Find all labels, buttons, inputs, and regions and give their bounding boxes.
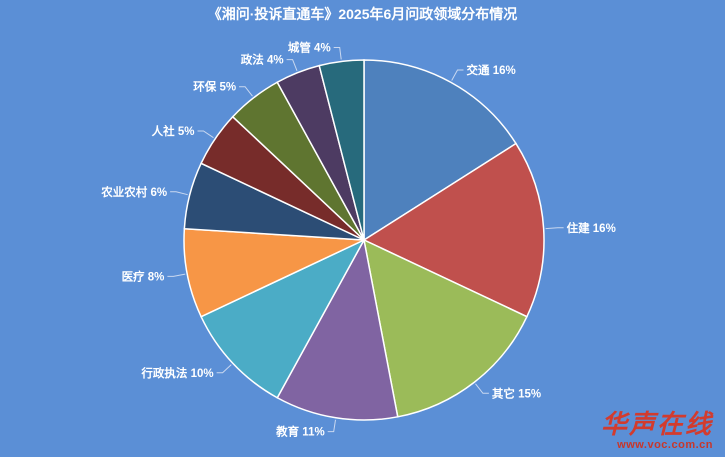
pie-slice-3 — [276, 237, 399, 421]
leader-line-3 — [327, 419, 336, 433]
leader-line-7 — [197, 130, 214, 139]
slice-label-2: 其它 15% — [492, 386, 541, 400]
pie-slice-5 — [183, 227, 365, 318]
slice-label-3: 教育 11% — [275, 425, 325, 439]
leader-line-4 — [216, 364, 232, 374]
leader-line-10 — [333, 47, 342, 60]
leader-line-2 — [475, 383, 489, 394]
leader-line-0 — [451, 69, 464, 81]
slice-label-8: 环保 5% — [193, 80, 236, 94]
pie-slice-1 — [362, 142, 545, 318]
leader-line-8 — [239, 86, 253, 97]
pie-slice-4 — [200, 238, 366, 399]
slice-label-4: 行政执法 10% — [140, 366, 213, 380]
pie-slice-10 — [318, 59, 365, 241]
slice-label-5: 医疗 8% — [122, 269, 165, 283]
leader-line-9 — [286, 59, 298, 71]
slice-label-10: 城管 4% — [288, 41, 331, 55]
chart-title: 《湘问·投诉直通车》2025年6月问政领域分布情况 — [207, 6, 518, 22]
leader-line-1 — [545, 227, 564, 230]
slice-label-6: 农业农村 6% — [100, 185, 167, 199]
watermark-logo-text: 华声在线 — [600, 410, 713, 440]
leader-line-5 — [167, 273, 186, 277]
pie-slice-0 — [363, 59, 518, 242]
slice-label-9: 政法 4% — [241, 53, 284, 67]
watermark-url: www.voc.com.cn — [617, 439, 713, 451]
slice-label-1: 住建 16% — [567, 221, 616, 235]
leader-line-6 — [170, 191, 188, 196]
watermark-logo: 华声在线 www.voc.com.cn — [601, 411, 713, 451]
slice-label-7: 人社 5% — [152, 124, 195, 138]
slice-label-0: 交通 16% — [467, 63, 516, 77]
pie-slice-2 — [362, 238, 528, 418]
